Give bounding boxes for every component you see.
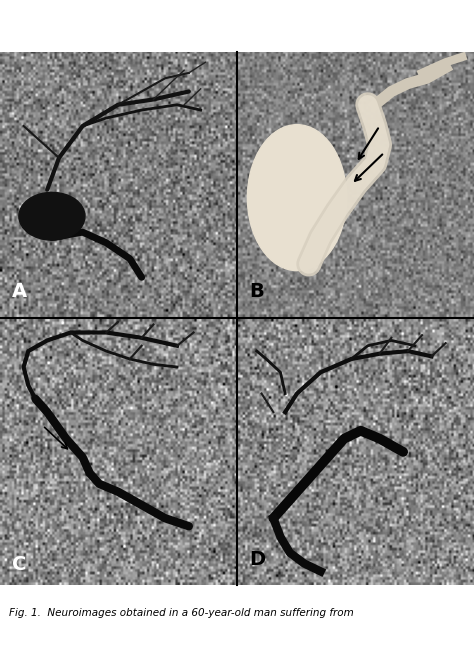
Text: stenting: stenting (368, 567, 397, 572)
Ellipse shape (247, 125, 346, 271)
Text: B: B (250, 282, 264, 301)
Ellipse shape (19, 193, 85, 240)
Text: D: D (250, 550, 266, 568)
Text: C: C (12, 555, 26, 574)
Text: A: A (12, 282, 27, 301)
Text: Fig. 1.  Neuroimages obtained in a 60-year-old man suffering from: Fig. 1. Neuroimages obtained in a 60-yea… (9, 609, 354, 618)
